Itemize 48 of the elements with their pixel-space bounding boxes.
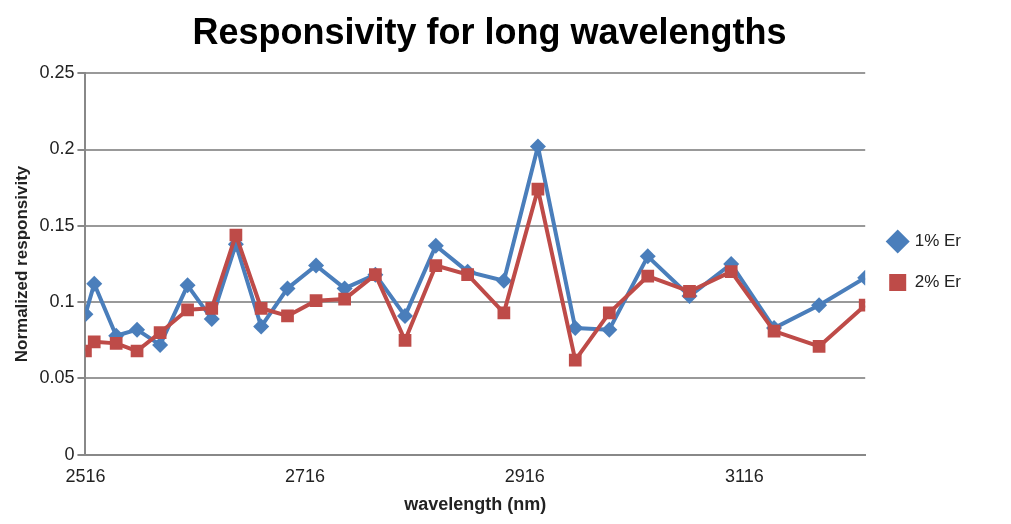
point — [309, 294, 323, 307]
x-tick-label: 2716 — [285, 465, 326, 486]
point — [281, 309, 294, 323]
y-tick-label: 0.15 — [39, 214, 75, 235]
point — [338, 292, 351, 306]
point — [109, 337, 123, 350]
point — [531, 182, 545, 196]
point — [683, 285, 696, 298]
y-tick-label: 0.2 — [49, 138, 75, 159]
point — [254, 301, 268, 315]
point — [253, 318, 270, 335]
point — [497, 306, 511, 320]
point — [568, 353, 582, 367]
point — [153, 326, 167, 340]
point — [129, 321, 146, 338]
y-tick-label: 0.05 — [39, 367, 75, 388]
x-tick-label: 2516 — [65, 465, 106, 486]
point — [767, 324, 781, 338]
y-tick-label: 0 — [64, 443, 75, 464]
point — [429, 259, 443, 272]
x-tick-label: 2916 — [504, 465, 545, 486]
y-tick-label: 0.25 — [39, 62, 75, 83]
point — [86, 275, 103, 292]
point — [179, 277, 196, 294]
point — [724, 265, 738, 278]
point — [398, 333, 412, 347]
point — [602, 306, 616, 320]
point — [811, 297, 828, 314]
point — [812, 340, 826, 353]
legend-label: 1% Er — [914, 231, 962, 251]
point — [279, 280, 296, 297]
point — [461, 268, 474, 282]
point — [308, 257, 325, 274]
point — [601, 321, 618, 338]
chart-title: Responsivity for long wavelengths — [192, 10, 787, 52]
point — [639, 248, 656, 265]
point — [641, 269, 655, 283]
x-axis-title: wavelength (nm) — [403, 494, 547, 515]
x-tick-label: 3116 — [725, 465, 764, 486]
point — [87, 335, 101, 349]
legend-label: 2% Er — [914, 272, 962, 292]
point — [181, 303, 194, 317]
point — [495, 272, 512, 289]
point — [205, 301, 219, 315]
point — [397, 307, 414, 324]
point — [427, 237, 444, 254]
y-axis-title: Normalized responsivity — [11, 165, 31, 363]
y-tick-label: 0.1 — [49, 291, 75, 312]
